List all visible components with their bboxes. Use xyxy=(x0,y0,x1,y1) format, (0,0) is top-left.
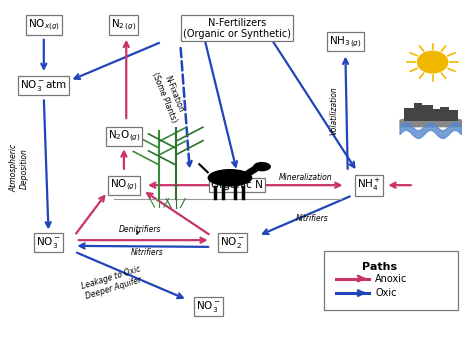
Bar xyxy=(433,109,439,121)
Text: N-Fixation
(Some Plants): N-Fixation (Some Plants) xyxy=(150,67,188,124)
Text: NO$_3^-$: NO$_3^-$ xyxy=(196,299,221,314)
Text: N$_2$O$_{(g)}$: N$_2$O$_{(g)}$ xyxy=(108,129,140,144)
Text: NO$_{(g)}$: NO$_{(g)}$ xyxy=(110,177,138,193)
Text: NH$_{3\,(g)}$: NH$_{3\,(g)}$ xyxy=(329,34,362,50)
Text: Oxic: Oxic xyxy=(375,288,397,298)
Ellipse shape xyxy=(253,162,271,171)
FancyBboxPatch shape xyxy=(324,251,458,310)
Text: N$_{2\,(g)}$: N$_{2\,(g)}$ xyxy=(111,17,137,33)
Text: Nitrifiers: Nitrifiers xyxy=(296,215,329,223)
Bar xyxy=(449,110,457,121)
Text: NH$_4^+$: NH$_4^+$ xyxy=(357,177,381,193)
Bar xyxy=(404,108,416,121)
Text: Mineralization: Mineralization xyxy=(279,173,332,182)
Bar xyxy=(439,107,449,121)
Text: NO$_3^-$atm: NO$_3^-$atm xyxy=(20,78,67,93)
Text: Atmospheric
Deposition: Atmospheric Deposition xyxy=(9,144,29,192)
Text: NO$_{x(g)}$: NO$_{x(g)}$ xyxy=(28,17,60,33)
Text: NO$_2^-$: NO$_2^-$ xyxy=(220,235,245,250)
Text: NO$_3^-$: NO$_3^-$ xyxy=(36,235,61,250)
Ellipse shape xyxy=(208,169,252,187)
Text: N-Fertilizers
(Organic or Synthetic): N-Fertilizers (Organic or Synthetic) xyxy=(183,18,291,39)
Text: Organic N: Organic N xyxy=(211,180,263,190)
Bar xyxy=(422,105,433,121)
Circle shape xyxy=(418,51,447,73)
Text: Leakage to Oxic
Deeper Aquifer: Leakage to Oxic Deeper Aquifer xyxy=(80,265,145,301)
Text: Denitrifiers: Denitrifiers xyxy=(119,225,162,234)
Bar xyxy=(414,103,422,121)
Text: Volatilization: Volatilization xyxy=(329,87,338,135)
Text: Anoxic: Anoxic xyxy=(375,274,408,284)
Text: Nitrifiers: Nitrifiers xyxy=(131,248,164,257)
Text: Paths: Paths xyxy=(362,262,397,272)
